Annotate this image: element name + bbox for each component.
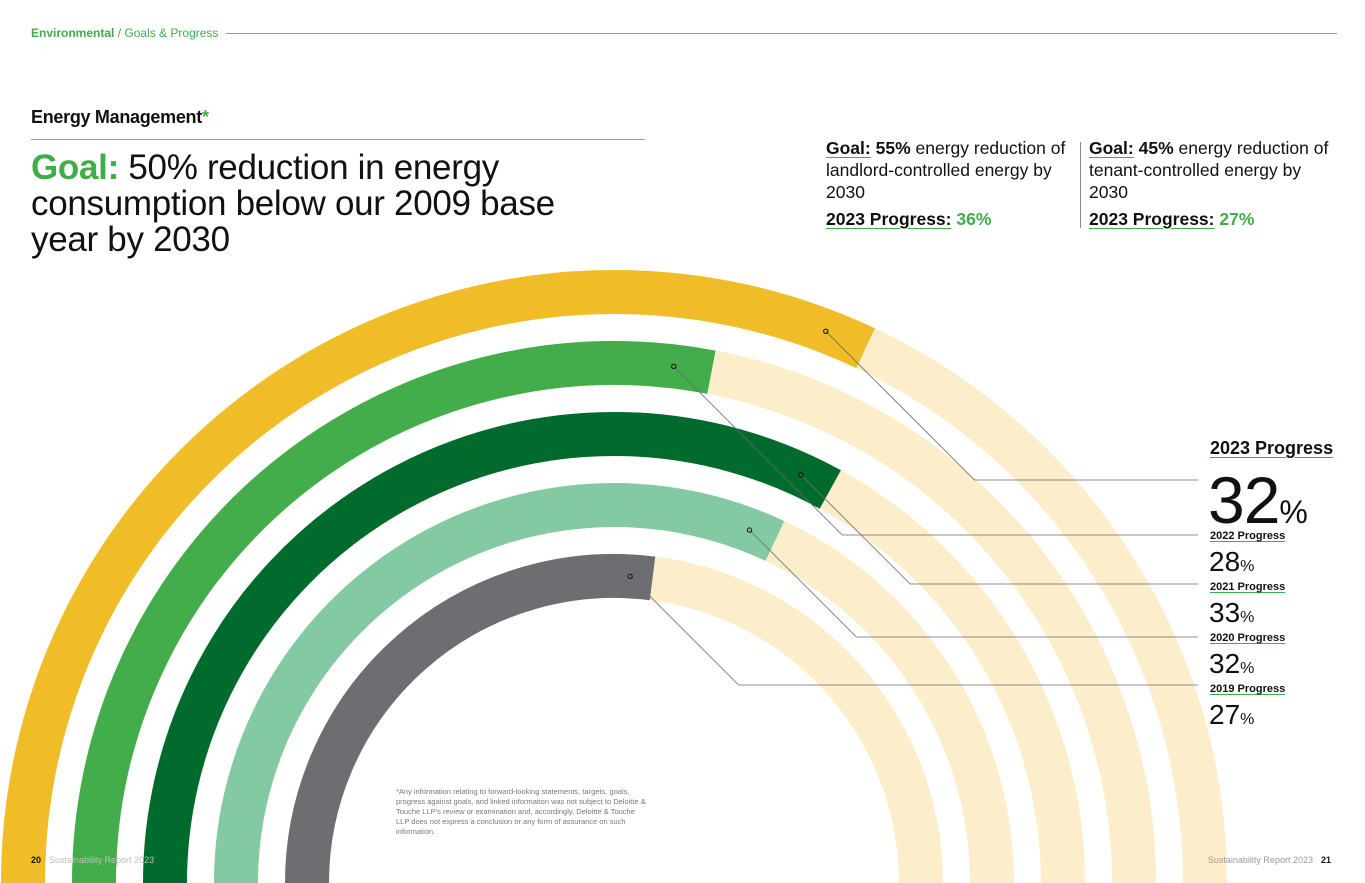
leader-line-2019 xyxy=(629,576,1198,686)
leader-line-2021 xyxy=(800,474,1198,585)
section-title-text: Energy Management xyxy=(31,107,202,127)
landlord-goal-label: Goal: xyxy=(826,138,871,158)
progress-number-2021: 33 xyxy=(1209,597,1241,628)
progress-unit-2023: % xyxy=(1279,494,1307,530)
progress-label-2019: 2019 Progress xyxy=(1210,683,1286,695)
progress-label-2023: 2023 Progress xyxy=(1210,438,1334,458)
progress-number-2020: 32 xyxy=(1209,648,1241,679)
progress-unit-2021: % xyxy=(1240,609,1255,626)
main-goal: Goal: 50% reduction in energy consumptio… xyxy=(31,150,631,258)
progress-unit-2022: % xyxy=(1240,558,1255,575)
footer-left: 20 Sustainability Report 2023 xyxy=(31,855,154,865)
landlord-goal: Goal: 55% energy reduction of landlord-c… xyxy=(826,137,1071,230)
tenant-goal-statement: Goal: 45% energy reduction of tenant-con… xyxy=(1089,137,1334,203)
footer-right: Sustainability Report 2023 21 xyxy=(1208,855,1331,865)
leader-line-2020 xyxy=(749,529,1198,638)
progress-unit-2019: % xyxy=(1240,711,1255,728)
tenant-goal: Goal: 45% energy reduction of tenant-con… xyxy=(1089,137,1334,230)
page-number-left: 20 xyxy=(31,855,42,865)
arc-bar-2022 xyxy=(72,341,716,883)
progress-value-2020: 32% xyxy=(1209,649,1254,684)
landlord-goal-percent: 55% xyxy=(875,138,911,158)
progress-number-2022: 28 xyxy=(1209,546,1241,577)
section-title: Energy Management* xyxy=(31,107,209,128)
progress-value-2023: 32% xyxy=(1208,467,1308,545)
progress-label-2022: 2022 Progress xyxy=(1210,530,1286,542)
leader-lines xyxy=(627,328,1198,686)
goal-divider xyxy=(1080,142,1081,228)
footer-right-text: Sustainability Report 2023 xyxy=(1207,855,1313,865)
arc-marker-2021 xyxy=(798,472,804,478)
landlord-progress-label: 2023 Progress: xyxy=(826,209,952,229)
footnote-marker: * xyxy=(201,107,209,127)
arc-marker-2022 xyxy=(671,363,677,370)
tenant-goal-text: energy reduction of tenant-controlled en… xyxy=(1089,138,1329,202)
leader-line-2023 xyxy=(825,331,1198,481)
arc-marker-2019 xyxy=(627,573,633,580)
progress-value-2019: 27% xyxy=(1209,700,1254,735)
arc-marker-2020 xyxy=(746,527,753,533)
arc-marker-2023 xyxy=(823,328,829,334)
arc-bar-2020 xyxy=(214,483,785,883)
progress-value-2021: 33% xyxy=(1209,598,1254,633)
breadcrumb-section[interactable]: Environmental xyxy=(31,26,115,40)
arc-bars xyxy=(1,269,875,883)
tenant-progress-label: 2023 Progress: xyxy=(1089,209,1215,229)
landlord-progress: 2023 Progress: 36% xyxy=(826,208,1071,230)
breadcrumb-subsection[interactable]: Goals & Progress xyxy=(124,26,219,40)
tenant-goal-percent: 45% xyxy=(1138,138,1174,158)
footer-left-text: Sustainability Report 2023 xyxy=(49,855,155,865)
tenant-progress-value: 27% xyxy=(1219,209,1255,229)
tenant-goal-label: Goal: xyxy=(1089,138,1134,158)
progress-number-2019: 27 xyxy=(1209,699,1241,730)
leader-line-2022 xyxy=(673,366,1198,536)
assurance-footnote: *Any information relating to forward-loo… xyxy=(396,787,646,836)
progress-value-2022: 28% xyxy=(1209,547,1254,582)
landlord-goal-text: energy reduction of landlord-controlled … xyxy=(826,138,1066,202)
main-goal-text: 50% reduction in energy consumption belo… xyxy=(31,148,555,259)
section-rule xyxy=(31,139,645,140)
header-rule xyxy=(226,33,1337,34)
breadcrumb-separator: / xyxy=(114,26,125,40)
progress-label-2020: 2020 Progress xyxy=(1210,632,1286,644)
progress-unit-2020: % xyxy=(1240,660,1255,677)
page-number-right: 21 xyxy=(1320,855,1331,865)
landlord-goal-statement: Goal: 55% energy reduction of landlord-c… xyxy=(826,137,1071,203)
breadcrumb: Environmental / Goals & Progress xyxy=(31,26,218,40)
progress-number-2023: 32 xyxy=(1208,463,1280,537)
arc-bar-2019 xyxy=(285,554,656,883)
main-goal-label: Goal: xyxy=(31,148,119,187)
landlord-progress-value: 36% xyxy=(956,209,992,229)
progress-label-2021: 2021 Progress xyxy=(1210,581,1286,593)
arc-bar-2021 xyxy=(143,411,841,883)
tenant-progress: 2023 Progress: 27% xyxy=(1089,208,1334,230)
arc-bar-2023 xyxy=(1,269,875,883)
